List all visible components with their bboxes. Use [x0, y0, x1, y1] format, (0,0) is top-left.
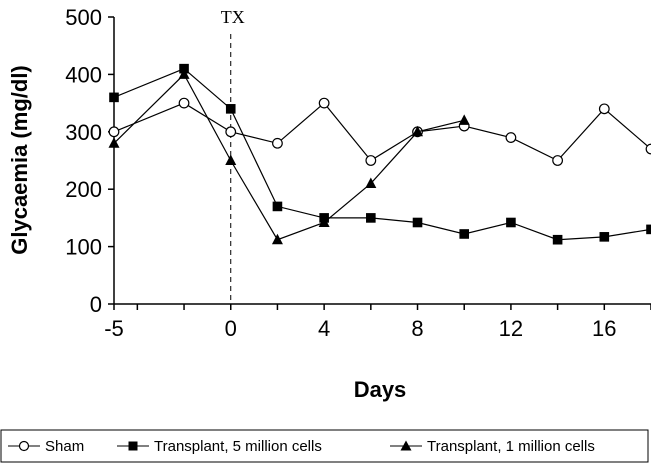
y-tick-label: 500 [65, 5, 102, 30]
legend-item-transplant-5m: Transplant, 5 million cells [117, 438, 322, 455]
tx-annotation-label: TX [221, 7, 245, 27]
legend-box [0, 429, 649, 463]
data-point [178, 97, 190, 109]
data-point [366, 213, 376, 223]
axes [113, 17, 651, 305]
data-point [318, 216, 330, 227]
series-0 [108, 97, 651, 166]
y-tick-label: 300 [65, 120, 102, 145]
data-point [365, 177, 377, 188]
y-tick-label: 200 [65, 177, 102, 202]
data-point [458, 114, 470, 125]
data-point [598, 103, 610, 115]
data-point [178, 68, 190, 79]
data-point [506, 217, 516, 228]
data-point [552, 155, 564, 166]
data-point [271, 233, 283, 245]
legend-marker-transplant-1m [400, 440, 412, 451]
annotation-group: TX [221, 7, 245, 304]
y-axis-title: Glycaemia (mg/dl) [7, 65, 32, 255]
data-point [552, 234, 563, 245]
legend-marker-transplant-5m [128, 441, 138, 451]
data-point [459, 229, 470, 239]
series-line [113, 67, 651, 241]
x-tick-label: -5 [104, 316, 124, 341]
legend-marker-sham [18, 440, 30, 452]
data-point [109, 92, 119, 103]
y-tick-label: 0 [90, 292, 102, 317]
data-point [412, 125, 424, 137]
series-line [113, 102, 651, 162]
legend-label-sham: Sham [45, 438, 84, 455]
x-axis-title: Days [354, 377, 407, 402]
data-point [108, 126, 120, 138]
x-tick-label: 16 [592, 316, 616, 341]
series-layer [108, 63, 651, 245]
data-point [225, 104, 236, 114]
data-point [272, 201, 283, 212]
x-tick-label: 12 [499, 316, 523, 341]
data-point [225, 154, 237, 165]
legend: Sham Transplant, 5 million cells Transpl… [0, 429, 649, 463]
data-point [645, 143, 651, 155]
x-tick-label: 8 [411, 316, 423, 341]
x-tick-label: 4 [318, 316, 330, 341]
y-tick-label: 100 [65, 235, 102, 260]
series-line [113, 73, 465, 241]
data-point [272, 137, 283, 149]
series-2 [108, 68, 470, 245]
data-point [599, 232, 610, 242]
data-point [412, 217, 423, 228]
y-tick-label: 400 [65, 62, 102, 87]
legend-item-transplant-1m: Transplant, 1 million cells [390, 438, 595, 455]
data-point [108, 137, 120, 148]
legend-label-transplant-1m: Transplant, 1 million cells [427, 438, 595, 455]
data-point [225, 126, 237, 138]
data-point [365, 155, 377, 166]
x-tick-label: 0 [225, 316, 237, 341]
data-point [505, 132, 517, 143]
data-point [646, 224, 651, 235]
legend-item-sham: Sham [8, 438, 84, 455]
data-point [318, 97, 330, 109]
legend-label-transplant-5m: Transplant, 5 million cells [154, 438, 322, 455]
